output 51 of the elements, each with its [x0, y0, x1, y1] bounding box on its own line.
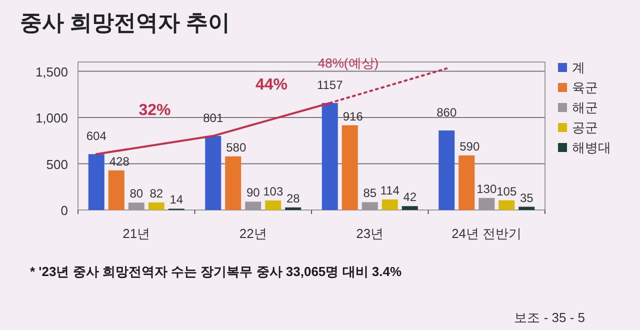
text: 보조 - 35 - 5 [514, 310, 585, 325]
legend-label: 해군 [572, 100, 598, 115]
bar [402, 206, 418, 210]
data-label: 130 [476, 182, 497, 196]
data-label: 105 [496, 184, 517, 198]
bar [498, 200, 515, 210]
legend-label: 육군 [572, 80, 598, 95]
annotation: 48%(예상) [318, 56, 379, 71]
bar [322, 102, 338, 210]
y-tick-label: 500 [46, 156, 68, 172]
annotation: 32% [138, 102, 171, 120]
bar [518, 206, 535, 210]
x-tick-label: 22년 [239, 226, 267, 241]
data-label: 580 [226, 140, 246, 154]
bar [458, 155, 475, 210]
bar [225, 156, 242, 210]
chart-title: 중사 희망전역자 추이 [20, 10, 230, 35]
data-label: 85 [363, 186, 377, 200]
data-label: 590 [460, 139, 480, 154]
data-label: 860 [436, 105, 457, 120]
data-label: 35 [520, 190, 534, 205]
bar [148, 202, 164, 210]
bar [285, 207, 302, 210]
x-tick-label: 23년 [356, 226, 384, 241]
bar [342, 125, 358, 210]
data-label: 28 [286, 191, 300, 206]
data-label: 90 [246, 186, 260, 200]
y-tick-label: 0 [60, 203, 68, 218]
bar [382, 199, 398, 210]
legend-label: 공군 [572, 120, 598, 135]
data-label: 114 [380, 183, 400, 198]
data-label: 42 [403, 190, 417, 204]
y-tick-label: 1,500 [35, 64, 68, 80]
bar [265, 200, 282, 210]
bar [205, 136, 222, 210]
data-label: 80 [130, 186, 144, 201]
annotation: 44% [255, 76, 288, 94]
x-tick-label: 24년 전반기 [452, 226, 522, 241]
x-tick-label: 21년 [122, 226, 150, 241]
data-label: 103 [263, 184, 284, 198]
legend-label: 계 [572, 60, 585, 75]
data-label: 604 [86, 129, 107, 144]
text: * '23년 중사 희망전역자 수는 장기복무 중사 33,065명 대비 3.4% [30, 264, 402, 279]
y-tick-label: 1,000 [35, 110, 68, 126]
data-label: 82 [150, 186, 164, 200]
bar [88, 154, 104, 210]
bar [108, 170, 124, 210]
data-label: 1157 [316, 78, 344, 92]
data-label: 14 [170, 192, 184, 207]
bar [438, 130, 455, 210]
legend-label: 해병대 [572, 140, 611, 155]
